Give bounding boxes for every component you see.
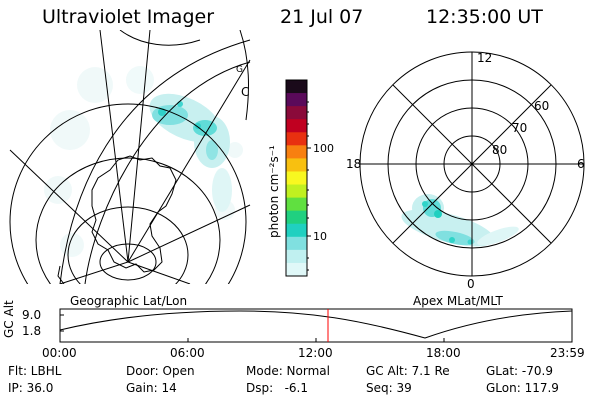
altitude-axis-label: GC Alt xyxy=(2,300,16,338)
colorbar-swatch xyxy=(286,171,307,186)
polar-grid-lines xyxy=(359,51,585,277)
status-gc-alt: GC Alt: 7.1 Re xyxy=(366,364,450,378)
mlt-label-0: 0 xyxy=(467,277,475,291)
colorbar-swatch xyxy=(286,132,307,146)
mlat-label-60: 60 xyxy=(534,99,549,113)
polar-plot: 12 18 6 0 60 70 80 xyxy=(346,51,585,291)
instrument-title: Ultraviolet Imager xyxy=(42,6,215,28)
altitude-tick-low: 1.8 xyxy=(22,324,42,338)
altitude-curve xyxy=(59,310,573,339)
status-dsp: Dsp: -6.1 xyxy=(246,381,309,395)
status-gain: Gain: 14 xyxy=(126,381,177,395)
status-glon: GLon: 117.9 xyxy=(486,381,559,395)
status-ip: IP: 36.0 xyxy=(8,381,54,395)
time-tick-2359: 23:59 xyxy=(550,346,585,360)
date-label: 21 Jul 07 xyxy=(280,6,364,28)
colorbar-swatch xyxy=(286,80,307,94)
time-tick-1200: 12:00 xyxy=(298,346,333,360)
time-tick-0600: 06:00 xyxy=(170,346,205,360)
mlat-label-80: 80 xyxy=(492,143,507,157)
left-aurora-oval xyxy=(149,93,232,212)
colorbar: 100 10 photon cm⁻²s⁻¹ xyxy=(267,79,334,277)
status-flt: Flt: LBHL xyxy=(8,364,62,378)
colorbar-swatch xyxy=(286,197,307,212)
time-label: 12:35:00 UT xyxy=(426,6,543,28)
right-panel-caption: Apex MLat/MLT xyxy=(413,294,503,308)
colorbar-swatch xyxy=(286,236,307,251)
status-seq: Seq: 39 xyxy=(366,381,412,395)
status-mode: Mode: Normal xyxy=(246,364,330,378)
time-tick-0000: 00:00 xyxy=(42,346,77,360)
status-glat: GLat: -70.9 xyxy=(486,364,553,378)
coastline xyxy=(91,155,177,273)
mlat-label-70: 70 xyxy=(512,121,527,135)
colorbar-swatch xyxy=(286,249,307,264)
mlt-label-18: 18 xyxy=(346,157,361,171)
mlt-label-12: 12 xyxy=(477,51,492,65)
colorbar-tick-10: 10 xyxy=(313,230,327,243)
altitude-strip xyxy=(59,308,573,343)
mlt-label-6: 6 xyxy=(577,157,585,171)
altitude-tick-high: 9.0 xyxy=(22,308,42,322)
colorbar-swatch xyxy=(286,262,307,277)
geo-grid-lines xyxy=(9,30,251,284)
colorbar-swatch xyxy=(286,93,307,107)
coast-annotation-g: G xyxy=(236,65,243,75)
geographic-map: C G xyxy=(9,30,251,284)
time-tick-1800: 18:00 xyxy=(426,346,461,360)
colorbar-swatch xyxy=(286,184,307,199)
colorbar-swatch xyxy=(286,210,307,225)
colorbar-swatch xyxy=(286,106,307,120)
colorbar-swatch xyxy=(286,119,307,133)
colorbar-swatch xyxy=(286,223,307,238)
left-panel-caption: Geographic Lat/Lon xyxy=(70,294,188,308)
right-aurora-oval xyxy=(401,194,519,247)
colorbar-swatch xyxy=(286,158,307,172)
colorbar-swatch xyxy=(286,145,307,159)
colorbar-unit-label: photon cm⁻²s⁻¹ xyxy=(267,145,281,238)
coast-annotation-c: C xyxy=(241,85,249,99)
status-door: Door: Open xyxy=(126,364,195,378)
colorbar-tick-100: 100 xyxy=(313,142,334,155)
